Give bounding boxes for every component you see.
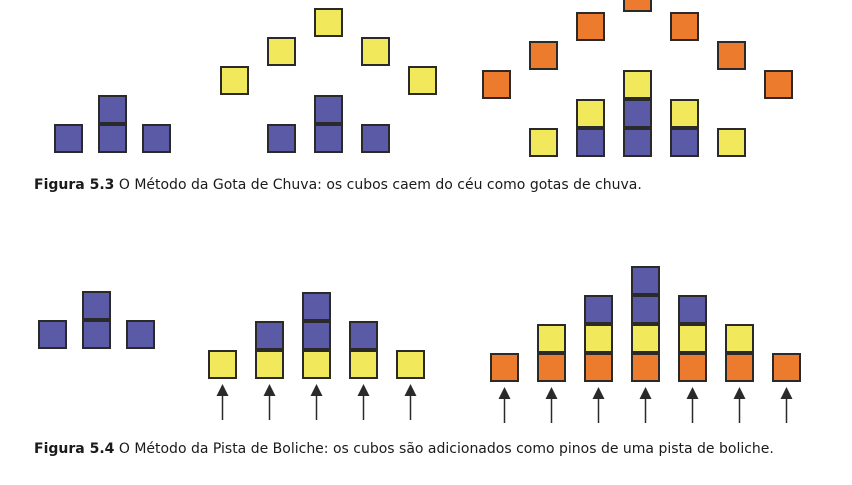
cube-orange bbox=[764, 70, 793, 99]
cube-blue bbox=[142, 124, 171, 153]
cube-blue bbox=[302, 321, 331, 350]
cube-yellow bbox=[623, 70, 652, 99]
cube-blue bbox=[314, 124, 343, 153]
cube-orange bbox=[772, 353, 801, 382]
cube-yellow bbox=[302, 350, 331, 379]
cube-orange bbox=[623, 0, 652, 12]
cube-blue bbox=[670, 128, 699, 157]
cube-orange bbox=[537, 353, 566, 382]
cube-yellow bbox=[584, 324, 613, 353]
cube-orange bbox=[717, 41, 746, 70]
cube-yellow bbox=[349, 350, 378, 379]
figure-5-4-label: Figura 5.4 bbox=[34, 441, 115, 457]
cube-orange bbox=[670, 12, 699, 41]
cube-yellow bbox=[208, 350, 237, 379]
cube-yellow bbox=[725, 324, 754, 353]
cube-blue bbox=[623, 128, 652, 157]
cube-yellow bbox=[361, 37, 390, 66]
cube-orange bbox=[584, 353, 613, 382]
cube-orange bbox=[490, 353, 519, 382]
cube-blue bbox=[631, 266, 660, 295]
cube-orange bbox=[482, 70, 511, 99]
cube-blue bbox=[623, 99, 652, 128]
cube-yellow bbox=[220, 66, 249, 95]
cube-blue bbox=[126, 320, 155, 349]
cube-blue bbox=[38, 320, 67, 349]
cube-orange bbox=[631, 353, 660, 382]
cube-yellow bbox=[678, 324, 707, 353]
cube-yellow bbox=[631, 324, 660, 353]
figure-5-3-text: O Método da Gota de Chuva: os cubos caem… bbox=[118, 177, 642, 193]
figure-5-4-text: O Método da Pista de Boliche: os cubos s… bbox=[118, 441, 774, 457]
cube-blue bbox=[82, 320, 111, 349]
cube-yellow bbox=[717, 128, 746, 157]
cube-blue bbox=[678, 295, 707, 324]
cube-yellow bbox=[314, 8, 343, 37]
cube-blue bbox=[349, 321, 378, 350]
cube-orange bbox=[576, 12, 605, 41]
cube-yellow bbox=[267, 37, 296, 66]
figure-5-3-caption: Figura 5.3 O Método da Gota de Chuva: os… bbox=[34, 176, 824, 195]
cube-blue bbox=[98, 124, 127, 153]
cube-blue bbox=[267, 124, 296, 153]
cube-blue bbox=[82, 291, 111, 320]
cube-yellow bbox=[529, 128, 558, 157]
cube-blue bbox=[255, 321, 284, 350]
cube-yellow bbox=[576, 99, 605, 128]
cube-yellow bbox=[255, 350, 284, 379]
figure-5-4-caption: Figura 5.4 O Método da Pista de Boliche:… bbox=[34, 440, 824, 459]
cube-blue bbox=[314, 95, 343, 124]
cube-blue bbox=[584, 295, 613, 324]
cube-orange bbox=[678, 353, 707, 382]
cube-yellow bbox=[537, 324, 566, 353]
figure-5-3-label: Figura 5.3 bbox=[34, 177, 115, 193]
cube-blue bbox=[631, 295, 660, 324]
cube-blue bbox=[98, 95, 127, 124]
cube-orange bbox=[529, 41, 558, 70]
cube-blue bbox=[302, 292, 331, 321]
cube-blue bbox=[576, 128, 605, 157]
cube-orange bbox=[725, 353, 754, 382]
cube-blue bbox=[361, 124, 390, 153]
cube-yellow bbox=[670, 99, 699, 128]
cube-yellow bbox=[396, 350, 425, 379]
cube-blue bbox=[54, 124, 83, 153]
cube-yellow bbox=[408, 66, 437, 95]
